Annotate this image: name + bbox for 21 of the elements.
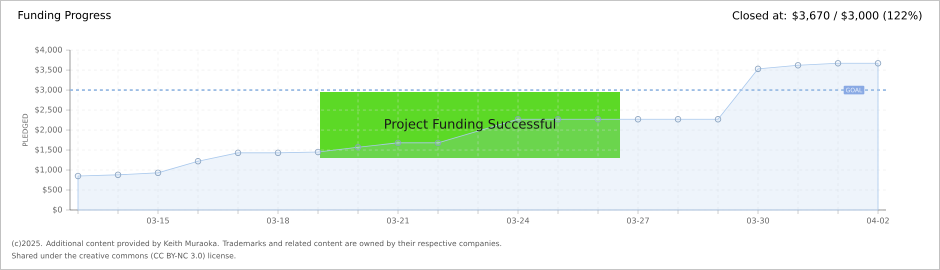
point [394,140,402,146]
point [874,60,882,66]
point [274,150,282,156]
point [114,172,122,178]
point [314,148,322,156]
point [674,116,682,122]
chart-subtitle: Closed at: $3,670 / $3,000 (122%) [732,11,922,21]
point [554,116,562,122]
chart-title: Funding Progress [18,10,111,22]
point [634,116,642,122]
point [354,144,362,150]
point [154,170,162,176]
point [234,150,242,156]
point [594,116,602,122]
point [74,172,82,180]
point [754,66,762,72]
point [434,140,442,146]
point [834,60,842,66]
point [194,158,202,164]
point [714,116,722,122]
point [794,62,802,68]
